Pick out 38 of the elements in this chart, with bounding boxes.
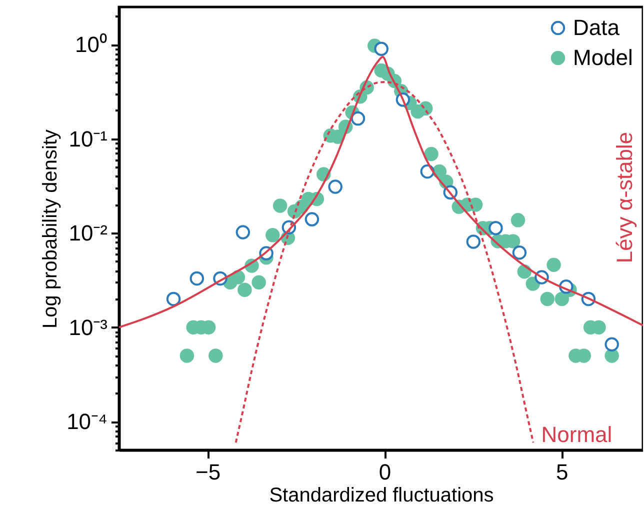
x-tick-label: −5 <box>195 460 221 484</box>
point <box>252 275 266 290</box>
point <box>304 212 320 226</box>
x-tick-label: 5 <box>556 460 568 484</box>
point <box>350 111 366 126</box>
point <box>604 337 619 352</box>
point <box>180 348 194 363</box>
point <box>510 213 526 228</box>
point <box>526 276 540 291</box>
y-tick-label: 10⁻⁴ <box>66 409 108 434</box>
point <box>236 225 250 240</box>
point <box>546 258 561 272</box>
point <box>424 146 438 162</box>
point <box>266 228 280 242</box>
point <box>208 348 223 363</box>
point <box>328 180 342 194</box>
point <box>512 246 527 260</box>
point <box>190 271 204 286</box>
legend-label: Model <box>573 45 633 70</box>
point <box>488 220 503 236</box>
y-axis-title: Log probability density <box>40 129 62 329</box>
y-tick-label: 10⁻³ <box>68 314 108 340</box>
point <box>466 234 481 249</box>
point <box>554 292 570 306</box>
x-tick-label: 0 <box>378 460 392 484</box>
text: Lévy α-stable <box>612 132 637 264</box>
point <box>238 282 252 297</box>
y-tick-label: 10⁰ <box>75 32 108 58</box>
y-tick-label: 10⁻¹ <box>68 126 108 152</box>
legend-label: Data <box>573 15 620 40</box>
y-tick-label: 10⁻² <box>68 220 108 246</box>
point <box>540 292 555 306</box>
point <box>272 198 288 213</box>
x-axis-title: Standardized fluctuations <box>269 484 494 506</box>
point <box>604 348 619 363</box>
point <box>166 292 181 306</box>
series-label: Normal <box>541 422 612 447</box>
point <box>374 42 388 56</box>
